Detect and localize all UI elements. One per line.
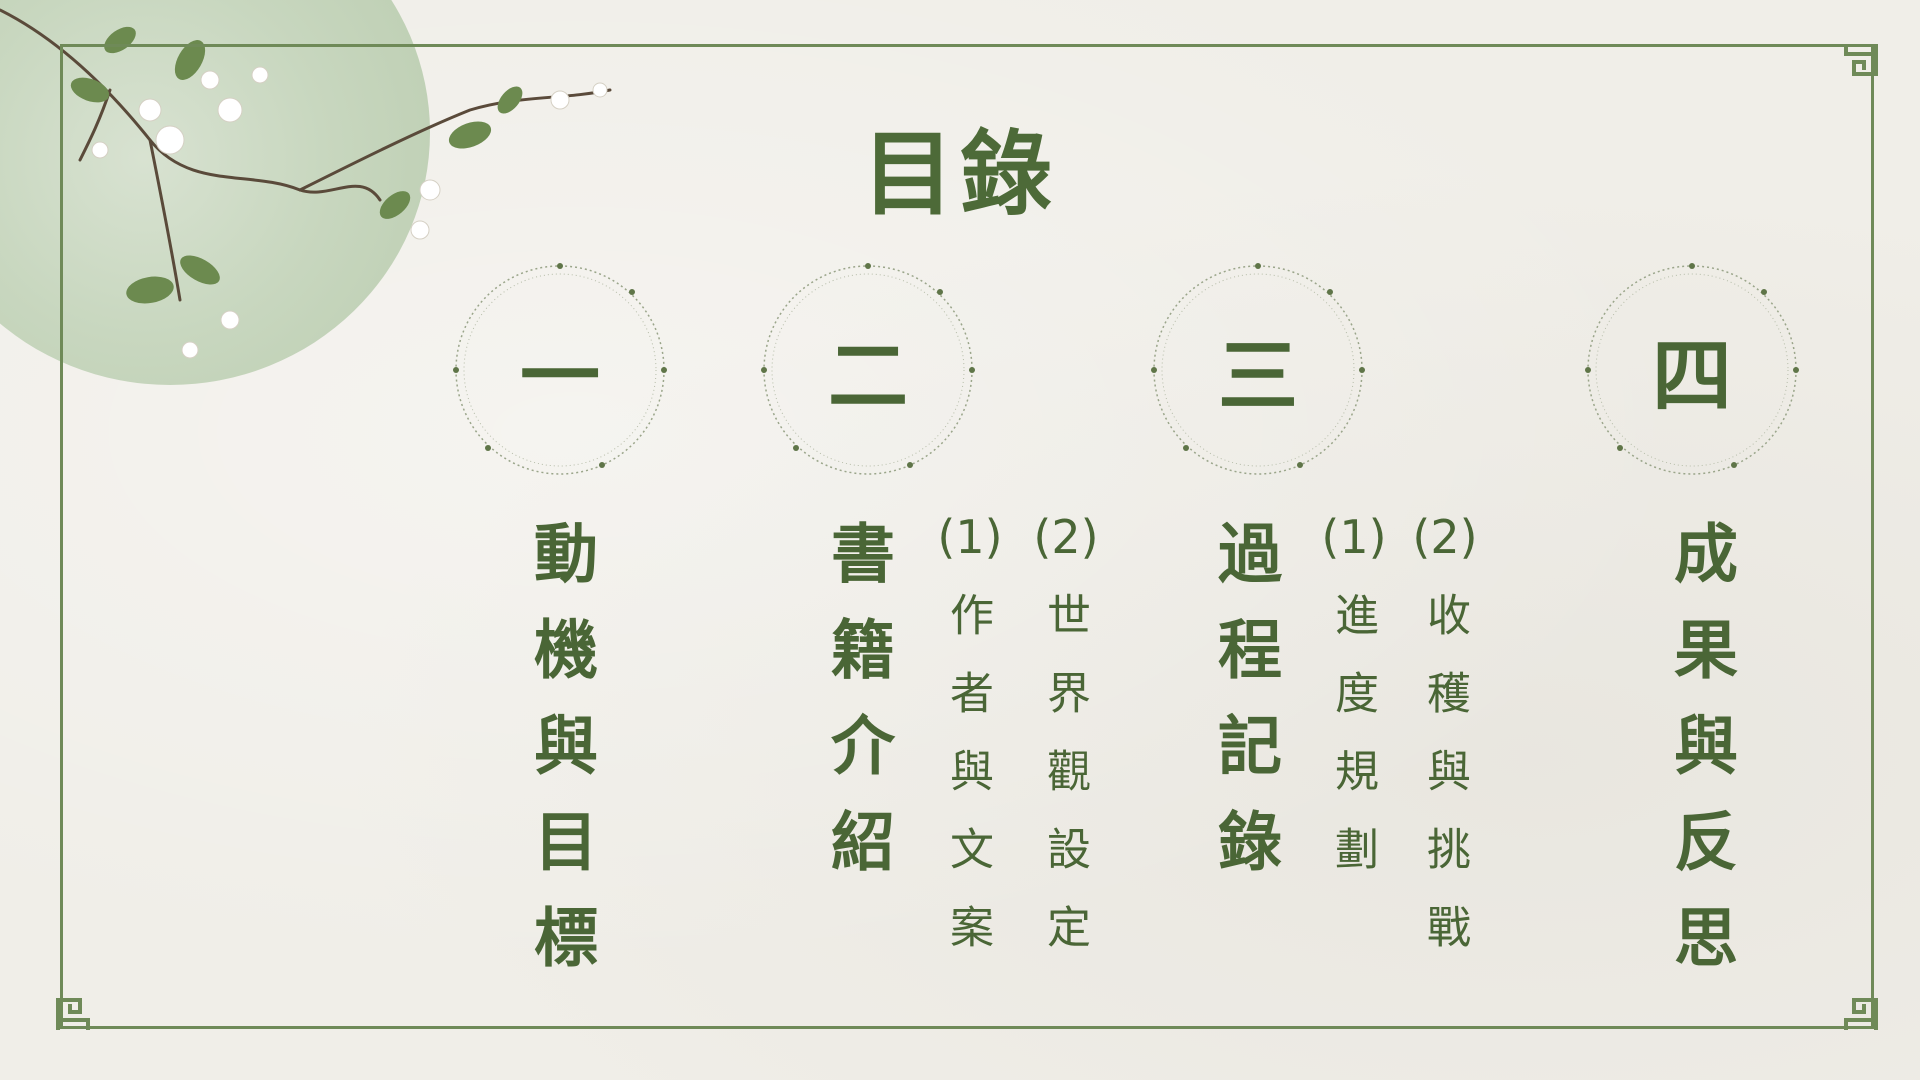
corner-ornament-bottom-left — [56, 990, 98, 1032]
section-3-numeral-circle: 三 — [1150, 262, 1366, 478]
corner-ornament-bottom-right — [1836, 990, 1878, 1032]
section-2-numeral: 二 — [828, 329, 908, 423]
section-3-sub-1-number: (1) — [1321, 510, 1387, 564]
section-2-sub-2-number: (2) — [1033, 510, 1099, 564]
page-frame — [60, 44, 1874, 1029]
dotted-ring-icon — [1585, 263, 1799, 475]
section-3-heading: 過程記錄 — [1207, 520, 1282, 904]
page-title: 目錄 — [861, 120, 1058, 228]
section-2-numeral-circle: 二 — [760, 262, 976, 478]
section-1-numeral-circle: 一 — [452, 262, 668, 478]
dotted-ring-icon — [761, 263, 975, 475]
section-1-numeral: 一 — [520, 329, 600, 423]
section-3-sub-1-text: 進度規劃 — [1327, 592, 1378, 904]
corner-ornament-top-right — [1836, 42, 1878, 84]
section-4-numeral-circle: 四 — [1584, 262, 1800, 478]
section-3-sub-2-text: 收穫與挑戰 — [1419, 592, 1470, 982]
section-2-sub-1-number: (1) — [937, 510, 1003, 564]
section-2-sub-1-text: 作者與文案 — [942, 592, 993, 982]
section-3-sub-2-number: (2) — [1412, 510, 1478, 564]
dotted-ring-icon — [1151, 263, 1365, 475]
dotted-ring-icon — [453, 263, 667, 475]
section-4-numeral: 四 — [1652, 329, 1732, 423]
section-2-sub-2-text: 世界觀設定 — [1039, 592, 1090, 982]
section-2-heading: 書籍介紹 — [820, 520, 895, 904]
section-3-numeral: 三 — [1218, 329, 1298, 423]
section-1-heading: 動機與目標 — [523, 520, 598, 1000]
section-4-heading: 成果與反思 — [1663, 520, 1738, 1000]
